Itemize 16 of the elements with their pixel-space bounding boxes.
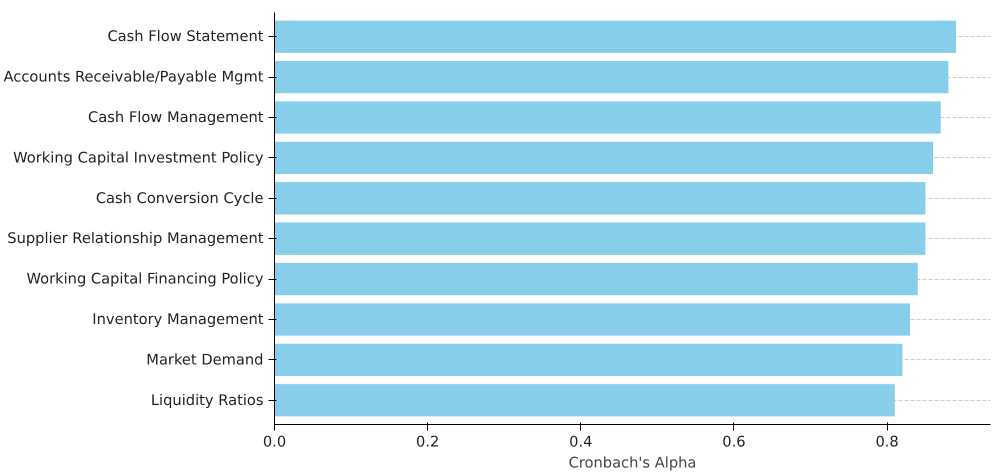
y-tick-label: Cash Flow Statement bbox=[107, 28, 264, 46]
y-tick-label: Accounts Receivable/Payable Mgmt bbox=[4, 68, 264, 86]
y-tick-label: Liquidity Ratios bbox=[150, 392, 264, 409]
x-tick-label: 0.2 bbox=[416, 434, 440, 450]
x-tick-label: 0.0 bbox=[262, 434, 286, 450]
x-tick-label: 0.4 bbox=[569, 434, 592, 450]
y-tick-label: Cash Flow Management bbox=[88, 109, 264, 126]
y-tick-label: Supplier Relationship Management bbox=[7, 230, 264, 248]
y-tick-label: Working Capital Financing Policy bbox=[26, 270, 264, 288]
x-axis-title: Cronbach's Alpha bbox=[568, 454, 696, 472]
x-tick-label: 0.6 bbox=[722, 434, 746, 450]
y-tick-label: Market Demand bbox=[146, 351, 264, 368]
x-tick-label: 0.8 bbox=[875, 434, 899, 450]
y-tick-label: Working Capital Investment Policy bbox=[13, 149, 264, 166]
y-tick-label: Cash Conversion Cycle bbox=[96, 190, 264, 207]
y-tick-label: Inventory Management bbox=[92, 310, 264, 328]
